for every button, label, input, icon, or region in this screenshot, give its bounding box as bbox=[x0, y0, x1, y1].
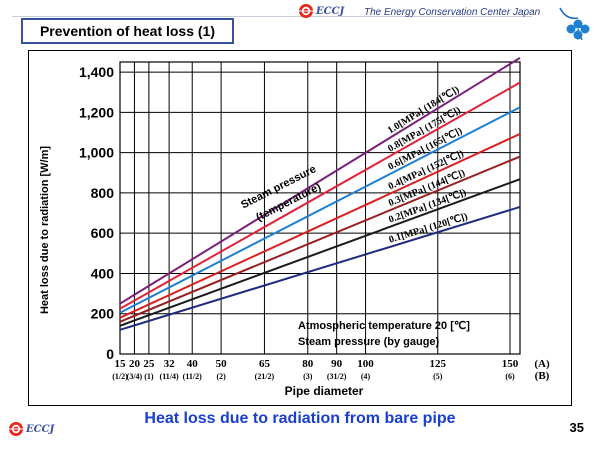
y-tick-label: 0 bbox=[106, 346, 114, 362]
chart-frame bbox=[28, 50, 572, 406]
x-tick-label-b: (6) bbox=[505, 372, 515, 381]
eccj-logo-bottom: ECCJ bbox=[8, 421, 54, 437]
logo-text: ECCJ bbox=[26, 423, 55, 435]
y-tick-label: 800 bbox=[91, 185, 115, 201]
y-tick-label: 200 bbox=[91, 306, 115, 322]
conditions-line1: Atmospheric temperature 20 [℃] bbox=[298, 320, 470, 332]
x-tick-label-a: 20 bbox=[129, 358, 141, 370]
x-tick-label-a: 32 bbox=[164, 358, 176, 370]
series-line bbox=[119, 155, 521, 323]
x-unit-b: (B) bbox=[535, 370, 550, 382]
x-unit-a: (A) bbox=[534, 358, 550, 370]
x-tick-label-b: (4) bbox=[361, 372, 371, 381]
x-tick-label-a: 100 bbox=[357, 358, 374, 370]
series-line bbox=[119, 205, 521, 331]
conditions-line2: Steam pressure (by gauge) bbox=[298, 336, 440, 348]
series-line bbox=[119, 81, 521, 310]
x-tick-label-b: (5) bbox=[433, 372, 443, 381]
x-tick-label-a: 15 bbox=[115, 358, 127, 370]
x-tick-label-b: (11/2) bbox=[183, 372, 202, 381]
x-tick-label-a: 80 bbox=[302, 358, 314, 370]
organization-name: The Energy Conservation Center Japan bbox=[364, 7, 541, 18]
x-tick-label-b: (3/4) bbox=[127, 372, 143, 381]
series-line bbox=[119, 57, 521, 305]
y-tick-label: 1,200 bbox=[79, 104, 114, 120]
plot-area-border bbox=[119, 61, 521, 355]
x-tick-label-a: 65 bbox=[259, 358, 271, 370]
y-tick-label: 1,000 bbox=[79, 145, 114, 161]
page-number: 35 bbox=[569, 420, 584, 435]
x-tick-label-a: 150 bbox=[502, 358, 519, 370]
series-line bbox=[119, 133, 521, 319]
x-tick-label-a: 40 bbox=[187, 358, 199, 370]
x-tick-label-b: (1) bbox=[144, 372, 154, 381]
x-tick-label-b: (1/2) bbox=[112, 372, 128, 381]
x-tick-label-b: (2) bbox=[216, 372, 226, 381]
x-tick-label-b: (21/2) bbox=[255, 372, 275, 381]
x-tick-label-b: (3) bbox=[303, 372, 313, 381]
eccj-logo-top: ECCJ bbox=[298, 3, 344, 19]
slide-caption: Heat loss due to radiation from bare pip… bbox=[144, 410, 456, 427]
eccj-emblem-icon bbox=[9, 422, 23, 436]
heat-loss-chart: 0 200 400 600 800 1,000 1,200 1,400 15 (1/2)20 (3/… bbox=[39, 57, 550, 398]
y-tick-label: 400 bbox=[91, 265, 115, 281]
x-tick-label-a: 25 bbox=[143, 358, 155, 370]
slide-title: Prevention of heat loss (1) bbox=[21, 18, 234, 44]
x-tick-label-a: 50 bbox=[216, 358, 228, 370]
x-tick-label-b: (11/4) bbox=[160, 372, 179, 381]
clover-logo-icon bbox=[559, 7, 590, 41]
header-rule bbox=[12, 16, 532, 17]
logo-text: ECCJ bbox=[316, 5, 345, 17]
y-tick-label: 1,400 bbox=[79, 64, 114, 80]
y-tick-label: 600 bbox=[91, 225, 115, 241]
series-line bbox=[119, 178, 521, 327]
eccj-emblem-icon bbox=[299, 4, 313, 18]
x-axis-label: Pipe diameter bbox=[285, 384, 364, 398]
x-tick-label-a: 90 bbox=[331, 358, 343, 370]
x-tick-label-a: 125 bbox=[430, 358, 447, 370]
x-tick-label-b: (31/2) bbox=[327, 372, 347, 381]
series-line bbox=[119, 106, 521, 314]
y-axis-label: Heat loss due to radiation [W/m] bbox=[39, 146, 51, 314]
